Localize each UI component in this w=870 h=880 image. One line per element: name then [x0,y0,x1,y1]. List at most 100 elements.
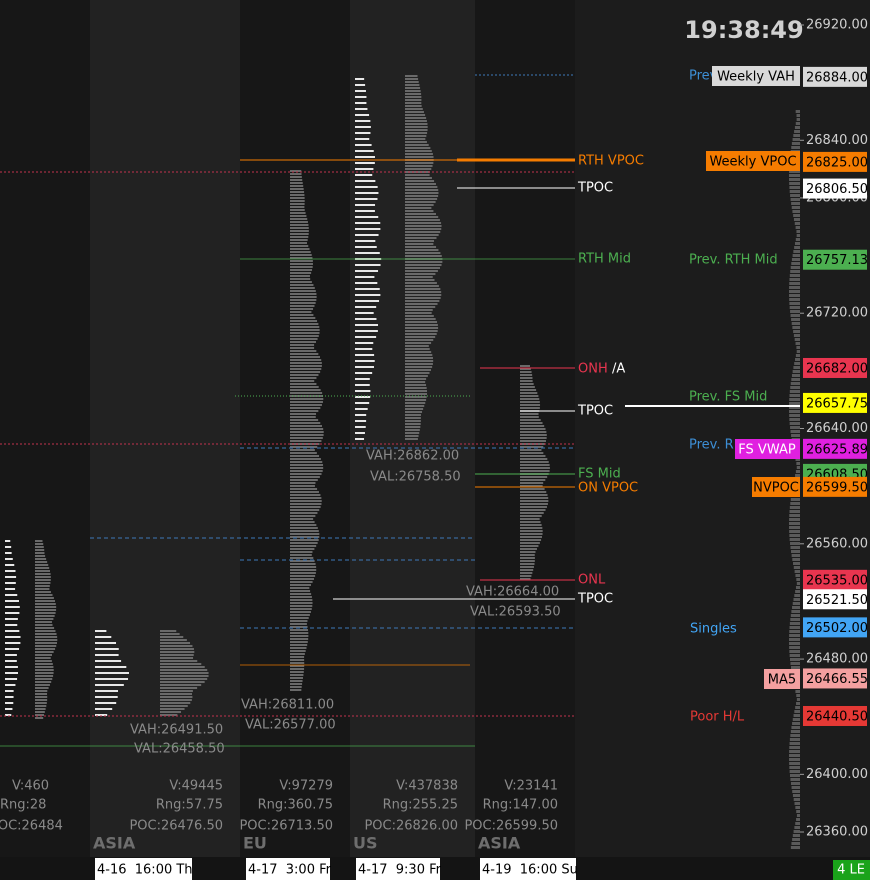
label-box [712,66,800,86]
volume-strip [789,770,800,773]
profile-row [405,138,426,140]
profile-row [290,545,317,547]
tpo-row [5,558,13,560]
profile-row [405,342,432,344]
tpo-row [355,402,370,404]
profile-row [405,225,442,227]
profile-row [290,416,316,418]
profile-row [520,512,544,514]
profile-row [405,186,438,188]
tpo-row [5,648,20,650]
volume-strip [790,546,800,549]
profile-row [290,209,305,211]
profile-row [405,351,432,353]
tpo-row [355,282,378,284]
profile-row [290,302,316,304]
tpo-row [355,210,375,212]
profile-row [405,255,442,257]
price-tag [803,668,867,689]
price-tag [803,66,867,87]
profile-row [290,662,305,664]
volume-strip [795,806,800,809]
volume-strip [793,134,800,137]
tpo-row [5,594,18,596]
profile-row [520,404,541,406]
right-label: Weekly VPOC [709,155,796,170]
profile-row [290,368,322,370]
profile-row [405,141,427,143]
profile-row [520,467,550,469]
label-box [764,669,800,689]
profile-row [290,215,307,217]
profile-row [405,219,440,221]
profile-row [160,639,187,641]
profile-row [290,248,310,250]
tpo-row [355,396,371,398]
profile-row [35,690,48,692]
stat: POC:26826.00 [364,819,458,834]
volume-strip [794,362,800,365]
profile-row [290,362,322,364]
profile-row [290,638,309,640]
volume-strip [789,622,800,625]
volume-strip [790,382,800,385]
profile-row [520,524,542,526]
profile-row [405,264,442,266]
profile-row [405,105,422,107]
volume-strip [793,830,800,833]
tpo-row [95,714,108,716]
profile-row [405,414,421,416]
tpo-row [5,582,16,584]
tpo-row [5,540,11,542]
profile-row [405,279,435,281]
tpo-row [5,552,12,554]
volume-strip [790,782,800,785]
profile-row [290,377,317,379]
profile-row [290,677,303,679]
tpo-row [95,666,127,668]
profile-row [405,399,427,401]
volume-strip [790,194,800,197]
volume-strip [789,758,800,761]
profile-row [520,539,542,541]
profile-row [290,200,305,202]
profile-row [35,543,44,545]
profile-row [405,90,421,92]
profile-row [520,566,534,568]
volume-strip [793,566,800,569]
profile-row [35,549,45,551]
volume-strip [790,498,800,501]
volume-strip [790,266,800,269]
volume-strip [792,210,800,213]
profile-row [290,593,312,595]
profile-row [405,420,421,422]
volume-strip [795,354,800,357]
profiles [5,75,800,849]
profile-row [290,542,318,544]
profile-row [290,503,322,505]
stat: VAH:26664.00 [466,585,559,600]
profile-row [35,693,48,695]
tpo-row [355,180,376,182]
profile-row [160,714,178,716]
tpo-row [355,420,367,422]
profile-row [290,467,324,469]
tpo-row [355,252,380,254]
profile-row [290,611,311,613]
profile-row [35,624,53,626]
volume-strip [790,666,800,669]
profile-row [405,417,421,419]
profile-row [520,392,538,394]
volume-strip [789,182,800,185]
profile-row [520,461,549,463]
stat: V:23141 [504,779,558,794]
profile-row [290,404,322,406]
price-tag [803,617,867,638]
profile-row [35,648,56,650]
profile-row [520,578,531,580]
profile-row [520,401,540,403]
profile-row [290,506,321,508]
tpo-row [5,588,16,590]
profile-row [405,150,432,152]
session-bg [350,0,475,857]
